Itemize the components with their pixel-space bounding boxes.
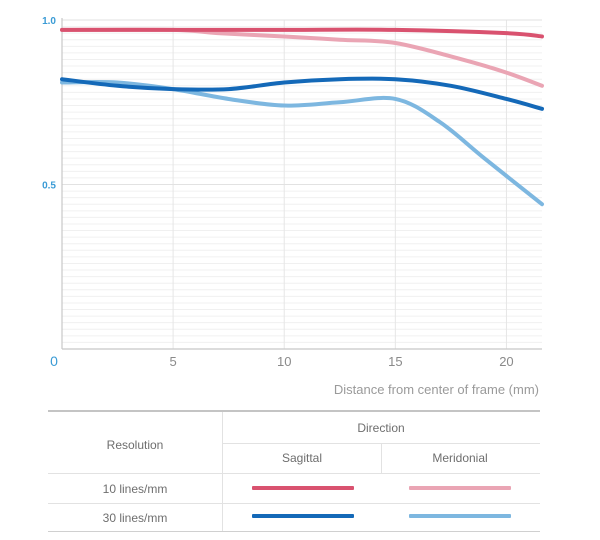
legend-swatch-30-sagittal [252,514,354,518]
y-tick-label: 0.5 [42,181,56,192]
legend-swatch-10-sagittal [252,486,354,490]
series-line-10-lines-mm-sagittal [60,27,544,39]
x-tick-label: 5 [169,354,176,369]
mtf-chart: 0 5 10 15 20 0.5 1.0 Distance from center of f… [42,16,544,397]
legend-column-meridonial: Meridonial [432,451,488,465]
legend-swatch-10-meridonial [409,486,511,490]
series-line-10-lines-mm-meridonial [60,27,544,88]
legend-top-rule [48,410,540,412]
series-group [60,27,544,207]
x-tick-label: 10 [277,354,291,369]
x-tick-label: 15 [388,354,402,369]
legend-row-label: 30 lines/mm [102,511,168,525]
legend-column-sagittal: Sagittal [281,451,323,465]
y-tick-label: 1.0 [42,16,56,27]
x-tick-label: 20 [499,354,513,369]
legend-divider [48,473,540,474]
series-line-30-lines-mm-meridonial [60,80,544,207]
legend-table: Resolution Direction Sagittal Meridonial… [48,410,540,532]
legend-divider [222,443,540,444]
axes [61,18,542,350]
x-tick-label: 0 [50,353,58,369]
legend-divider [381,443,382,473]
x-axis-label: Distance from center of frame (mm) [334,382,539,397]
legend-divider [222,412,223,531]
major-grid [62,19,542,349]
tick-labels: 0 5 10 15 20 0.5 1.0 [42,16,514,369]
legend-swatch-30-meridonial [409,514,511,518]
legend-resolution-header: Resolution [106,438,164,452]
legend-divider [48,503,540,504]
legend-direction-header: Direction [357,421,405,435]
series-line-30-lines-mm-sagittal [60,76,544,111]
legend-bottom-rule [48,531,540,532]
legend-row-label: 10 lines/mm [102,482,168,496]
